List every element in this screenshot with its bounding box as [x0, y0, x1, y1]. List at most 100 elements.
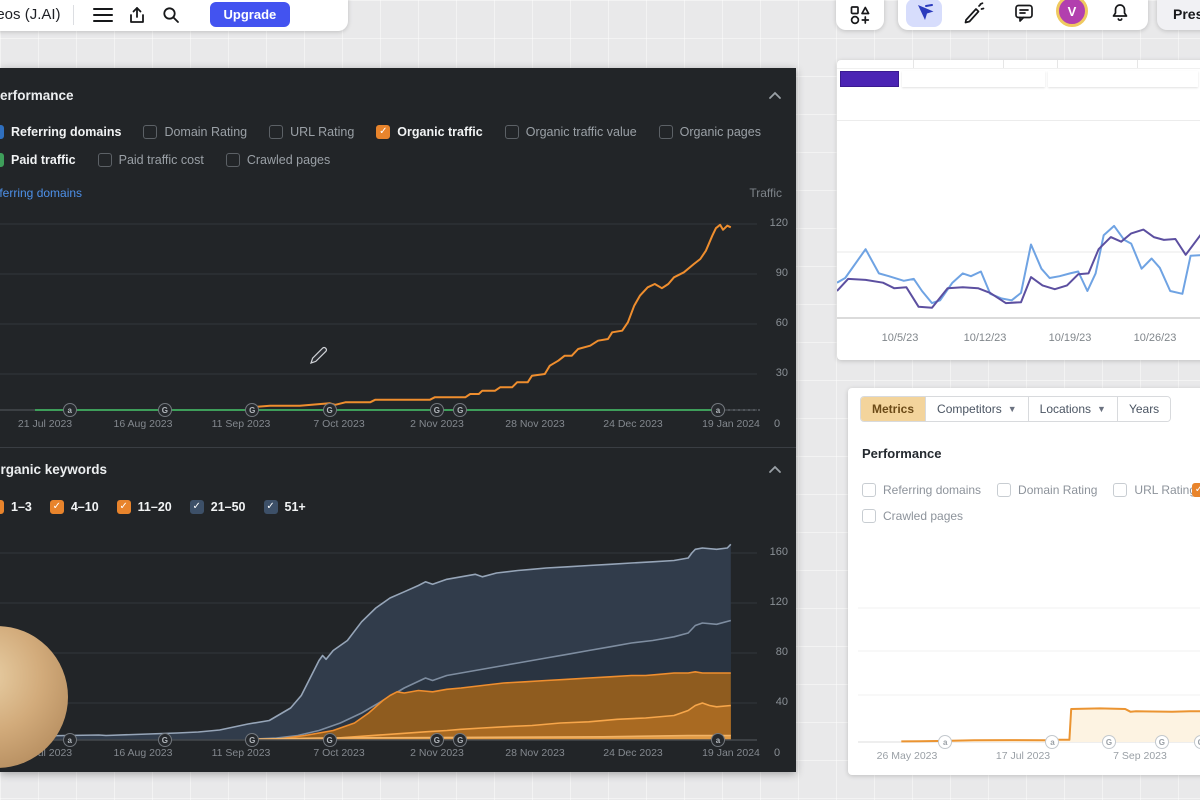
checkbox-referring-domains[interactable]: ✓ Referring domains	[0, 125, 121, 139]
checkbox-box[interactable]	[225, 153, 240, 167]
x-axis-label: 19 Jan 2024	[702, 418, 760, 430]
insert-shapes-card[interactable]	[836, 0, 884, 30]
y-tick-label: 90	[775, 267, 788, 279]
checkbox-item[interactable]: ✓	[1192, 483, 1200, 497]
checkbox-21-50[interactable]: ✓ 21–50	[189, 500, 246, 514]
draw-tool[interactable]	[956, 0, 992, 27]
left-axis-legend[interactable]: Referring domains	[0, 186, 83, 200]
keyword-position-filters: ✓ 1–3 ✓ 4–10 ✓ 11–20 ✓ 21–50 ✓ 51+	[0, 500, 306, 514]
timeline-marker-G: G	[429, 733, 444, 747]
x-axis-label: 19 Jan 2024	[702, 747, 760, 759]
app-header-left: deos (J.AI) Upgrade	[0, 0, 348, 31]
timeline-marker-G: G	[322, 403, 337, 417]
timeline-marker-G: G	[245, 403, 260, 417]
checkbox-label: Domain Rating	[1018, 483, 1098, 497]
checkbox-box[interactable]	[97, 153, 112, 167]
checkbox-paid-traffic[interactable]: ✓ Paid traffic	[0, 153, 76, 167]
timeline-marker-G: G	[453, 403, 468, 417]
timeline-marker-a: a	[711, 403, 726, 417]
x-axis-label: 17 Jul 2023	[995, 750, 1051, 762]
checkbox-organic-pages[interactable]: Organic pages	[658, 125, 761, 139]
checkbox-box[interactable]	[862, 483, 876, 497]
checkbox-label: Referring domains	[883, 483, 982, 497]
notifications-button[interactable]	[1102, 0, 1138, 27]
comment-tool[interactable]	[1006, 0, 1042, 27]
tab-years[interactable]: Years	[1117, 397, 1171, 421]
checkbox-box[interactable]	[1113, 483, 1128, 497]
y-tick-label: 120	[769, 217, 788, 229]
checkbox-referring-domains[interactable]: Referring domains	[862, 483, 981, 497]
document-title[interactable]: deos (J.AI)	[0, 6, 61, 23]
checkbox-51+[interactable]: ✓ 51+	[263, 500, 306, 514]
checkbox-box[interactable]: ✓	[0, 500, 4, 514]
selected-metric-bar[interactable]	[840, 71, 899, 87]
select-cursor-tool[interactable]	[906, 0, 942, 27]
section-divider	[0, 447, 796, 448]
checkbox-box[interactable]: ✓	[49, 500, 64, 514]
y-zero-label: 0	[774, 747, 781, 759]
checkbox-box[interactable]: ✓	[0, 153, 4, 167]
clipped-header-strip	[837, 60, 1200, 69]
timeline-marker-G: G	[1102, 735, 1116, 749]
checkbox-box[interactable]: ✓	[263, 500, 278, 514]
checkbox-url-rating[interactable]: URL Rating	[269, 125, 354, 139]
checkbox-box[interactable]: ✓	[376, 125, 391, 139]
share-icon[interactable]	[120, 2, 154, 28]
cursor-icon	[918, 4, 934, 20]
present-button[interactable]: Present	[1157, 0, 1200, 30]
checkbox-label: Organic traffic	[397, 125, 483, 139]
checkbox-organic-traffic[interactable]: ✓ Organic traffic	[376, 125, 483, 139]
x-axis-label: 10/19/23	[1048, 332, 1092, 344]
collapse-chevron-icon[interactable]	[768, 464, 782, 474]
checkbox-domain-rating[interactable]: Domain Rating	[997, 483, 1097, 497]
timeline-marker-a: a	[1045, 735, 1060, 749]
x-axis-label: 10/5/23	[881, 332, 919, 344]
checkbox-box[interactable]	[504, 125, 519, 139]
organic-keywords-section-title: Organic keywords	[0, 462, 108, 477]
checkbox-label: 11–20	[137, 500, 172, 514]
tab-locations[interactable]: Locations ▼	[1028, 397, 1118, 421]
present-label: Present	[1173, 6, 1200, 22]
checkbox-box[interactable]: ✓	[189, 500, 204, 514]
checkbox-box[interactable]	[997, 483, 1012, 497]
timeline-marker-G: G	[453, 733, 468, 747]
search-performance-card: 10/5/23 10/12/23 10/19/23 10/26/23	[837, 60, 1200, 360]
checkbox-organic-traffic-value[interactable]: Organic traffic value	[504, 125, 637, 139]
checkbox-box[interactable]: ✓	[1192, 483, 1200, 497]
checkbox-paid-traffic-cost[interactable]: Paid traffic cost	[97, 153, 204, 167]
ahrefs-overview-panel: Performance ✓ Referring domains Domain Rat…	[0, 68, 796, 772]
avatar[interactable]: V	[1056, 0, 1088, 27]
metrics-tab-bar: Metrics Competitors ▼ Locations ▼ Years	[860, 396, 1172, 422]
timeline-marker-G: G	[245, 733, 260, 747]
checkbox-box[interactable]: ✓	[0, 125, 4, 139]
checkbox-11-20[interactable]: ✓ 11–20	[116, 500, 172, 514]
upgrade-button[interactable]: Upgrade	[209, 2, 291, 27]
checkbox-box[interactable]	[143, 125, 158, 139]
checkbox-label: 51+	[284, 500, 306, 514]
axis-legend-row: Referring domains Traffic	[0, 186, 782, 200]
metric-bar[interactable]	[1048, 71, 1198, 87]
x-axis-label: 10/26/23	[1133, 332, 1177, 344]
checkbox-label: Organic traffic value	[525, 125, 637, 139]
menu-icon[interactable]	[86, 2, 120, 28]
collapse-chevron-icon[interactable]	[768, 90, 782, 100]
checkbox-box[interactable]	[269, 125, 284, 139]
tab-competitors[interactable]: Competitors ▼	[926, 397, 1029, 421]
checkbox-url-rating[interactable]: URL Rating	[1113, 483, 1196, 497]
cut-off-checkbox[interactable]: ✓	[1192, 483, 1200, 497]
divider	[72, 4, 74, 25]
metric-bar[interactable]	[902, 71, 1045, 87]
right-axis-legend: Traffic	[749, 186, 782, 200]
chevron-down-icon: ▼	[1007, 404, 1017, 414]
checkbox-crawled-pages[interactable]: Crawled pages	[862, 509, 963, 523]
checkbox-1-3[interactable]: ✓ 1–3	[0, 500, 32, 514]
tab-metrics[interactable]: Metrics	[861, 397, 927, 421]
checkbox-box[interactable]	[658, 125, 673, 139]
metrics-mini-chart	[858, 607, 1200, 743]
checkbox-crawled-pages[interactable]: Crawled pages	[225, 153, 330, 167]
checkbox-domain-rating[interactable]: Domain Rating	[143, 125, 247, 139]
search-icon[interactable]	[154, 2, 188, 28]
checkbox-box[interactable]: ✓	[116, 500, 131, 514]
checkbox-box[interactable]	[862, 509, 876, 523]
checkbox-4-10[interactable]: ✓ 4–10	[49, 500, 99, 514]
